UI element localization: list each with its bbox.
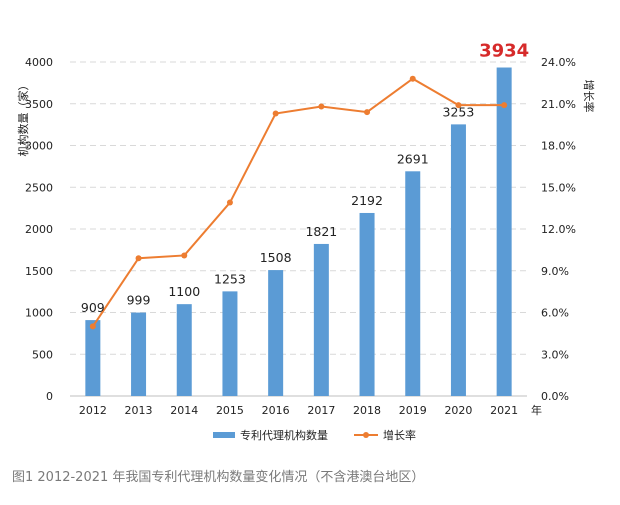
bar: [131, 312, 147, 396]
data-label: 1508: [260, 250, 292, 265]
data-label: 999: [127, 293, 151, 308]
bar: [85, 320, 101, 396]
y-tick-label: 0: [46, 390, 53, 403]
y-tick-label: 1000: [25, 307, 53, 320]
growth-line: [92, 77, 505, 327]
legend: 专利代理机构数量 增长率: [213, 428, 416, 442]
x-tick-label: 2013: [125, 404, 153, 417]
y-right-tick-label: 18.0%: [541, 140, 576, 153]
data-label: 2192: [351, 193, 383, 208]
y-tick-label: 3500: [25, 98, 53, 111]
chart: 909 999 1100 1253 1508 1821 2192 2691 3253 3934 0…: [16, 41, 596, 442]
bar: [405, 171, 421, 396]
y-tick-label: 1500: [25, 265, 53, 278]
line-point: [272, 110, 279, 117]
data-label: 2691: [397, 151, 429, 166]
y-right-tick-label: 12.0%: [541, 223, 576, 236]
x-tick-label: 2014: [170, 404, 198, 417]
line-point: [89, 323, 96, 330]
bar: [222, 291, 238, 396]
x-tick-label: 2020: [444, 404, 472, 417]
data-label: 3253: [443, 104, 475, 119]
line-point: [226, 199, 233, 206]
legend-label-bar: 专利代理机构数量: [240, 428, 328, 442]
y-tick-label: 4000: [25, 56, 53, 69]
y-right-tick-label: 3.0%: [541, 348, 569, 361]
data-label: 1100: [168, 284, 200, 299]
y-tick-label: 2500: [25, 181, 53, 194]
y-axis-right-title: 增长率: [582, 80, 596, 113]
legend-swatch-marker: [363, 432, 369, 438]
figure-caption: 图1 2012-2021 年我国专利代理机构数量变化情况（不含港澳台地区）: [12, 470, 425, 485]
x-tick-label: 2017: [307, 404, 335, 417]
data-labels: 909 999 1100 1253 1508 1821 2192 2691 3253 3934: [81, 41, 529, 316]
bar-series: [85, 67, 512, 397]
line-point: [455, 102, 462, 109]
bar: [450, 124, 466, 396]
y-axis-title: 机构数量（家）: [16, 80, 30, 157]
y-right-tick-label: 24.0%: [541, 56, 576, 69]
x-tick-label: 2015: [216, 404, 244, 417]
line-point: [501, 102, 508, 109]
line-series: [89, 75, 508, 330]
bar: [359, 212, 375, 396]
data-label-highlight: 3934: [479, 41, 529, 62]
bar: [176, 304, 192, 396]
y-right-tick-label: 21.0%: [541, 98, 576, 111]
gridlines: [70, 61, 527, 397]
bar: [313, 243, 329, 396]
legend-label-line: 增长率: [383, 428, 416, 442]
x-tick-label: 2021: [490, 404, 518, 417]
data-label: 909: [81, 300, 105, 315]
y-right-tick-label: 0.0%: [541, 390, 569, 403]
x-axis-unit: 年: [531, 403, 542, 417]
y-right-tick-label: 6.0%: [541, 307, 569, 320]
line-point: [135, 255, 142, 262]
data-label: 1253: [214, 271, 246, 286]
y-tick-label: 500: [32, 348, 53, 361]
x-tick-label: 2016: [262, 404, 290, 417]
x-tick-label: 2018: [353, 404, 381, 417]
axis-ticks: 0 500 1000 1500 2000 2500 3000 3500 4000 0.0% 3.0%…: [25, 56, 576, 417]
x-tick-label: 2012: [79, 404, 107, 417]
x-tick-label: 2019: [399, 404, 427, 417]
line-point: [181, 252, 188, 259]
y-right-tick-label: 15.0%: [541, 181, 576, 194]
bar: [268, 270, 284, 396]
y-tick-label: 2000: [25, 223, 53, 236]
y-tick-label: 3000: [25, 140, 53, 153]
line-point: [364, 109, 371, 116]
line-point: [409, 75, 416, 82]
data-label: 1821: [305, 224, 337, 239]
bar: [496, 67, 512, 397]
legend-swatch-bar: [213, 432, 235, 438]
line-point: [318, 103, 325, 110]
y-right-tick-label: 9.0%: [541, 265, 569, 278]
